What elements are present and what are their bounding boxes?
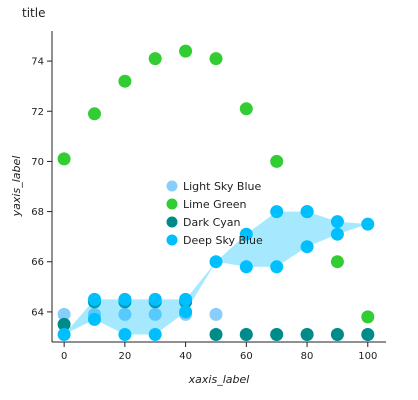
- y-tick-label: 64: [31, 307, 44, 318]
- point-deep-sky-blue-0: [57, 328, 71, 341]
- point-light-sky-blue-0: [57, 307, 71, 321]
- point-deep-sky-blue-1-lower: [88, 312, 101, 326]
- x-tick-label: 20: [119, 351, 132, 362]
- series-layer: [57, 44, 375, 341]
- legend-label-deep-sky-blue: Deep Sky Blue: [183, 234, 263, 247]
- point-deep-sky-blue-5: [209, 255, 223, 269]
- x-axis-title: xaxis_label: [188, 373, 250, 386]
- point-deep-sky-blue-4-lower: [179, 305, 193, 319]
- point-lime-green-5: [209, 52, 223, 66]
- point-deep-sky-blue-3: [148, 292, 162, 306]
- point-deep-sky-blue-1: [88, 292, 101, 306]
- point-lime-green-7: [270, 154, 284, 168]
- y-axis-title: yaxis_label: [10, 156, 23, 218]
- legend-swatch-dark-cyan: [166, 216, 178, 228]
- ticks-layer: 0 20 40 60 80 100 64 66 68 70 72 74: [31, 57, 377, 362]
- point-deep-sky-blue-7-lower: [270, 260, 284, 274]
- point-deep-sky-blue-3-lower: [148, 328, 162, 341]
- point-lime-green-9: [330, 255, 344, 269]
- y-tick-label: 74: [31, 57, 44, 68]
- point-lime-green-2: [118, 74, 132, 88]
- point-lime-green-10: [361, 310, 375, 324]
- point-deep-sky-blue-8-lower: [300, 240, 314, 254]
- point-light-sky-blue-3: [148, 307, 162, 321]
- point-lime-green-0: [57, 152, 71, 166]
- point-lime-green-3: [148, 52, 162, 66]
- point-dark-cyan-7: [270, 328, 284, 341]
- y-tick-label: 68: [31, 207, 44, 218]
- point-lime-green-1: [88, 107, 101, 121]
- series-deep-sky-blue: [57, 205, 375, 341]
- point-dark-cyan-6: [239, 328, 253, 341]
- point-deep-sky-blue-2: [118, 292, 132, 306]
- point-deep-sky-blue-9-lower: [330, 227, 344, 241]
- legend-label-lime-green: Lime Green: [183, 198, 247, 211]
- x-tick-label: 40: [179, 351, 192, 362]
- legend-label-light-sky-blue: Light Sky Blue: [183, 180, 261, 193]
- point-deep-sky-blue-6: [239, 227, 253, 241]
- point-deep-sky-blue-9: [330, 215, 344, 229]
- legend-swatch-light-sky-blue: [166, 180, 178, 192]
- y-tick-label: 72: [31, 107, 44, 118]
- point-deep-sky-blue-7: [270, 205, 284, 219]
- point-dark-cyan-9: [330, 328, 344, 341]
- legend: Light Sky Blue Lime Green Dark Cyan Deep Sk…: [166, 180, 263, 247]
- x-tick-label: 0: [61, 351, 67, 362]
- y-tick-label: 66: [31, 257, 44, 268]
- point-light-sky-blue-5: [209, 307, 223, 321]
- series-lime-green: [57, 44, 375, 324]
- point-lime-green-6: [239, 102, 253, 116]
- x-tick-label: 80: [301, 351, 314, 362]
- point-deep-sky-blue-10: [361, 217, 375, 231]
- legend-swatch-deep-sky-blue: [166, 234, 178, 246]
- axes-layer: [51, 31, 386, 343]
- x-tick-label: 60: [240, 351, 253, 362]
- point-lime-green-4: [179, 44, 193, 58]
- x-tick-label: 100: [358, 351, 377, 362]
- y-tick-label: 70: [31, 157, 44, 168]
- legend-swatch-lime-green: [166, 198, 178, 210]
- chart-title: title: [22, 6, 45, 20]
- point-deep-sky-blue-6-lower: [239, 260, 253, 274]
- legend-label-dark-cyan: Dark Cyan: [183, 216, 241, 229]
- point-dark-cyan-8: [300, 328, 314, 341]
- point-deep-sky-blue-8: [300, 205, 314, 219]
- point-light-sky-blue-2: [118, 307, 132, 321]
- point-deep-sky-blue-4: [179, 292, 193, 306]
- point-dark-cyan-10: [361, 328, 375, 341]
- series-band-deep-sky-blue: [64, 211, 368, 335]
- point-deep-sky-blue-2-lower: [118, 328, 132, 341]
- point-dark-cyan-5: [209, 328, 223, 341]
- point-dark-cyan-0: [57, 317, 71, 331]
